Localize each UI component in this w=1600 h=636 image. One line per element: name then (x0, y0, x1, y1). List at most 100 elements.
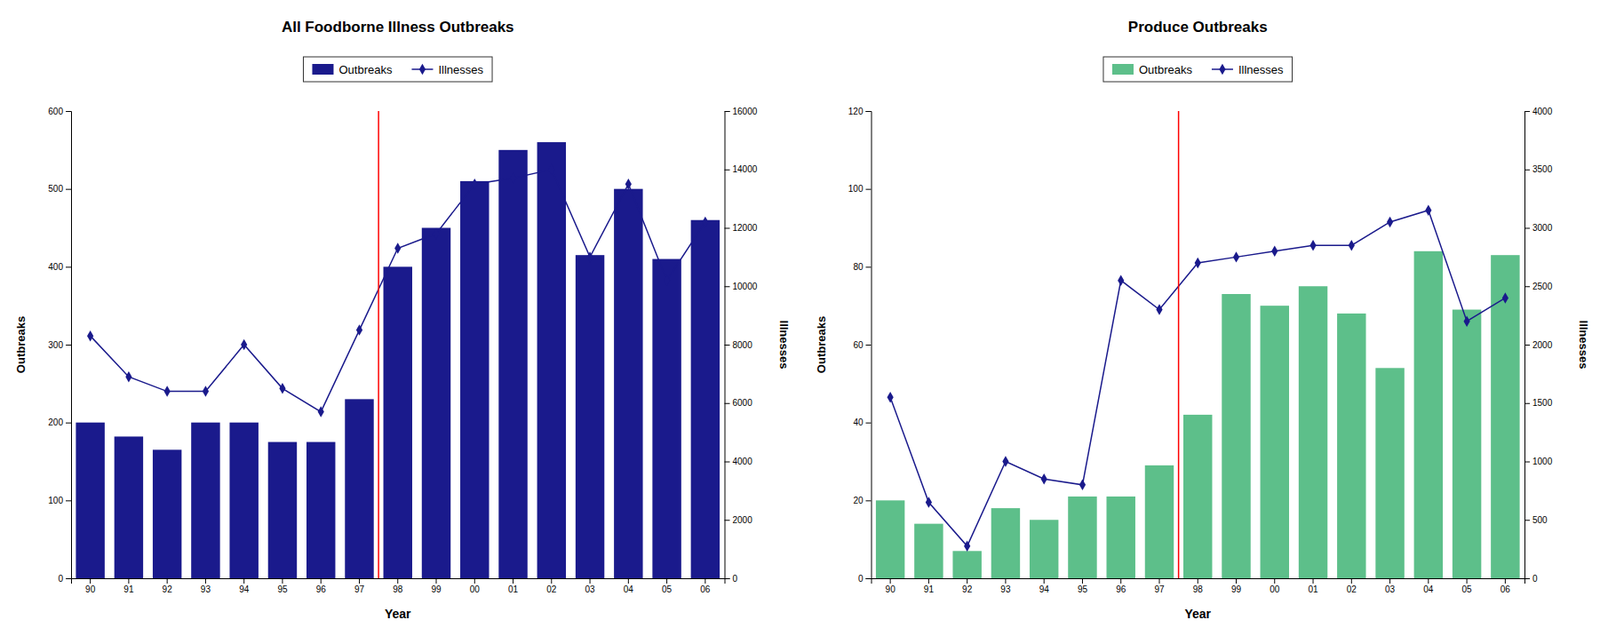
bar (1145, 465, 1174, 579)
x-axis-tick-label: 92 (162, 584, 174, 595)
x-axis-tick-mark (397, 578, 399, 584)
x-axis: 9091929394959697989900010203040506 (71, 578, 726, 595)
y2-axis-tick: 0 (1524, 573, 1538, 584)
bar (191, 422, 220, 579)
y2-axis-tick-mark (1524, 461, 1530, 463)
legend: OutbreaksIllnesses (1103, 56, 1293, 82)
y2-axis-tick-label: 0 (1532, 573, 1538, 584)
y-axis-tick-label: 600 (47, 106, 64, 117)
legend-item: Illnesses (411, 63, 484, 77)
bar (1221, 294, 1250, 579)
bar (1183, 414, 1212, 579)
bar (152, 449, 182, 579)
y-axis-tick-label: 80 (852, 262, 864, 272)
bar (914, 524, 943, 579)
marker (1079, 479, 1086, 491)
x-axis-tick: 91 (123, 578, 135, 595)
x-axis-tick-label: 91 (123, 584, 135, 595)
y2-axis-title: Illnesses (1576, 320, 1591, 370)
bar (498, 150, 527, 579)
y2-axis-tick: 6000 (724, 398, 754, 408)
y2-axis: 05001000150020002500300035004000 (1524, 106, 1553, 584)
x-axis-tick-mark (127, 578, 129, 584)
bar (421, 228, 451, 580)
y-axis-tick: 600 (47, 106, 72, 117)
y2-axis-tick-label: 2000 (1532, 340, 1553, 351)
bar (1260, 305, 1290, 579)
x-axis-tick-label: 90 (85, 584, 96, 595)
legend-swatch (1112, 63, 1134, 75)
marker (1117, 274, 1124, 286)
x-axis-tick-mark (1466, 578, 1468, 584)
y-axis-tick: 60 (852, 340, 871, 351)
y2-axis-tick-mark (1524, 228, 1530, 230)
y-axis-tick-label: 200 (47, 417, 64, 428)
bar (1375, 367, 1404, 579)
x-axis-tick: 06 (700, 578, 711, 595)
x-axis-tick: 97 (354, 578, 366, 595)
y-axis-tick-mark (866, 422, 872, 424)
x-axis-tick: 01 (1307, 578, 1319, 595)
marker (1309, 239, 1316, 251)
y-axis-line (65, 111, 72, 580)
plot: 9091929394959697989900010203040506020406… (814, 106, 1592, 621)
x-axis-tick-mark (1504, 578, 1506, 584)
y-axis-tick: 400 (47, 262, 72, 272)
y-axis-tick-mark (65, 111, 72, 112)
bar (1029, 519, 1059, 579)
x-axis-tick-label: 97 (354, 584, 366, 595)
line (90, 169, 706, 413)
y-axis-tick-mark (65, 266, 72, 268)
legend-item: Illnesses (1211, 63, 1284, 77)
y2-axis-tick-mark (1524, 286, 1530, 287)
y2-axis-tick-mark (724, 403, 731, 405)
y-axis-tick: 100 (848, 183, 872, 194)
y2-axis-tick: 14000 (724, 164, 758, 175)
y2-axis-tick-mark (1524, 403, 1530, 405)
x-axis-tick-mark (966, 578, 968, 584)
x-axis-tick: 01 (508, 578, 519, 595)
y-axis-tick: 300 (47, 340, 72, 351)
y-axis-tick-mark (65, 189, 72, 191)
x-axis-tick-mark (1004, 578, 1006, 584)
marker (202, 385, 209, 397)
x-axis-tick-label: 90 (885, 584, 897, 595)
x-axis-tick-mark (512, 578, 514, 584)
y-axis-tick-mark (866, 500, 872, 502)
y2-axis-tick-mark (1524, 111, 1530, 112)
y2-axis-tick: 4000 (724, 456, 754, 467)
marker (586, 251, 593, 263)
y2-axis-tick: 1000 (1524, 456, 1553, 467)
x-axis-tick: 99 (430, 578, 442, 595)
x-axis-tick-mark (1427, 578, 1429, 584)
y-axis-tick-label: 20 (852, 495, 864, 506)
marker (318, 405, 325, 417)
x-axis-line (871, 579, 1526, 585)
y-axis-tick-mark (65, 344, 72, 346)
x-axis-tick-mark (928, 578, 930, 584)
x-axis-tick-mark (436, 578, 438, 584)
x-axis-tick: 05 (661, 578, 673, 595)
title: Produce Outbreaks (1128, 18, 1268, 36)
y-axis-tick: 100 (47, 495, 72, 506)
x-axis-tick: 92 (162, 578, 174, 595)
x-axis-tick-mark (628, 578, 629, 584)
x-axis-tick-mark (1351, 578, 1353, 584)
legend-frame (302, 56, 493, 82)
y2-axis-tick-mark (724, 578, 731, 580)
y2-axis-tick: 16000 (724, 106, 758, 117)
x-axis-tick-label: 93 (200, 584, 212, 595)
legend-frame (1103, 56, 1293, 82)
bar-series (875, 251, 1521, 579)
x-axis-tick-label: 06 (1500, 584, 1512, 595)
x-axis-tick-label: 96 (316, 584, 327, 595)
y-axis-tick: 0 (858, 573, 872, 584)
y2-axis-tick: 2500 (1524, 281, 1553, 292)
bar (1298, 286, 1328, 579)
bar (460, 181, 489, 579)
y2-axis-tick-mark (724, 461, 731, 463)
y2-axis-tick-label: 0 (732, 573, 739, 584)
x-axis-tick: 02 (1346, 578, 1358, 595)
y2-axis-tick-mark (724, 519, 731, 521)
marker (1233, 251, 1240, 263)
